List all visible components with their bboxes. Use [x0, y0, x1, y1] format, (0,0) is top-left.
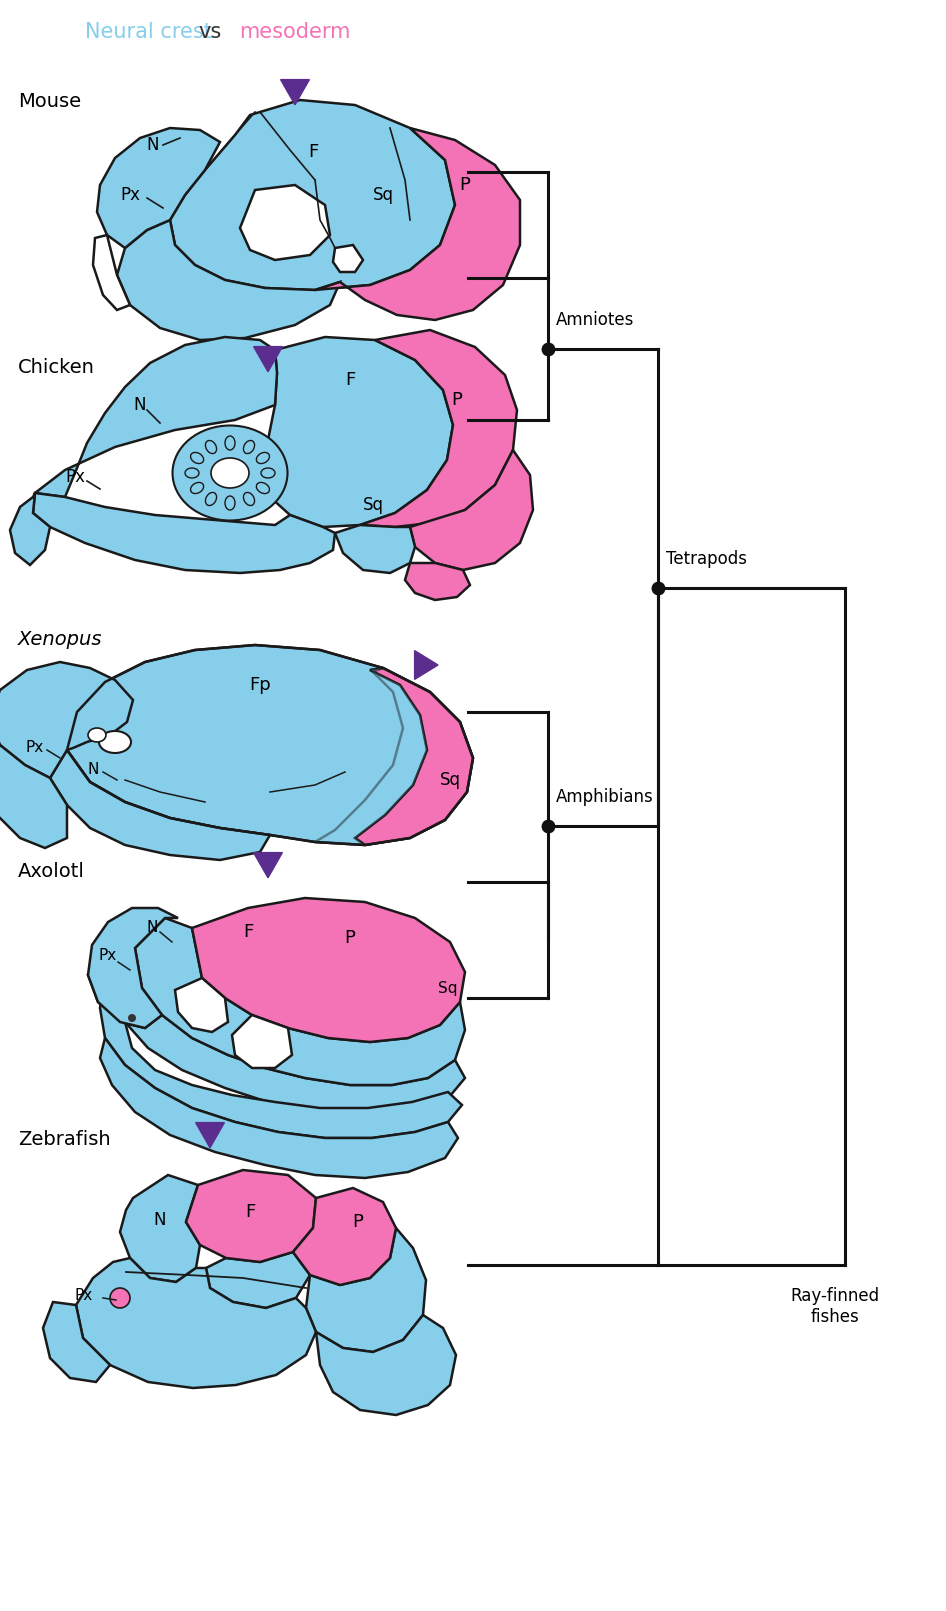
- Polygon shape: [414, 651, 438, 680]
- Text: Zebrafish: Zebrafish: [18, 1129, 111, 1149]
- Ellipse shape: [256, 482, 270, 493]
- Text: Amphibians: Amphibians: [556, 788, 654, 806]
- Ellipse shape: [99, 731, 131, 752]
- Ellipse shape: [205, 493, 217, 506]
- Ellipse shape: [185, 469, 199, 478]
- Ellipse shape: [190, 453, 203, 464]
- Polygon shape: [100, 968, 462, 1137]
- Polygon shape: [76, 1258, 316, 1389]
- Text: Neural crest: Neural crest: [84, 23, 212, 42]
- Polygon shape: [117, 221, 340, 340]
- Polygon shape: [206, 1252, 310, 1308]
- Polygon shape: [335, 525, 415, 574]
- Polygon shape: [405, 562, 470, 599]
- Text: mesoderm: mesoderm: [239, 23, 351, 42]
- Ellipse shape: [225, 496, 235, 511]
- Text: Tetrapods: Tetrapods: [666, 549, 747, 567]
- Polygon shape: [93, 235, 130, 309]
- Text: Sq: Sq: [373, 185, 394, 205]
- Text: N: N: [147, 135, 159, 155]
- Text: P: P: [344, 930, 356, 947]
- Polygon shape: [35, 337, 277, 498]
- Circle shape: [110, 1289, 130, 1308]
- Text: N: N: [154, 1211, 166, 1229]
- Text: N: N: [147, 920, 158, 936]
- Polygon shape: [0, 662, 133, 778]
- Polygon shape: [170, 100, 455, 290]
- Text: Ray-finned
fishes: Ray-finned fishes: [791, 1287, 880, 1326]
- Polygon shape: [254, 346, 283, 372]
- Ellipse shape: [88, 728, 106, 743]
- Polygon shape: [88, 909, 178, 1028]
- Polygon shape: [254, 852, 283, 878]
- Polygon shape: [135, 918, 465, 1084]
- Text: Px: Px: [99, 947, 117, 962]
- Polygon shape: [263, 337, 453, 527]
- Polygon shape: [43, 1302, 110, 1382]
- Text: Mouse: Mouse: [18, 92, 81, 111]
- Text: F: F: [245, 1203, 255, 1221]
- Ellipse shape: [256, 453, 270, 464]
- Polygon shape: [97, 127, 220, 248]
- Polygon shape: [333, 245, 363, 272]
- Polygon shape: [306, 1228, 426, 1352]
- Circle shape: [128, 1013, 136, 1021]
- Text: Amniotes: Amniotes: [556, 311, 635, 329]
- Polygon shape: [33, 493, 335, 574]
- Polygon shape: [293, 1187, 396, 1286]
- Polygon shape: [410, 449, 533, 570]
- Polygon shape: [232, 1015, 292, 1068]
- Text: Px: Px: [75, 1287, 93, 1303]
- Text: F: F: [307, 143, 318, 161]
- Ellipse shape: [225, 437, 235, 449]
- Text: Fp: Fp: [249, 677, 271, 694]
- Polygon shape: [240, 185, 330, 259]
- Polygon shape: [196, 1123, 224, 1147]
- Ellipse shape: [190, 482, 203, 493]
- Polygon shape: [10, 493, 50, 565]
- Polygon shape: [67, 644, 473, 846]
- Ellipse shape: [172, 425, 288, 520]
- Polygon shape: [355, 669, 473, 846]
- Ellipse shape: [261, 469, 275, 478]
- Text: Chicken: Chicken: [18, 358, 95, 377]
- Polygon shape: [315, 669, 427, 846]
- Text: vs: vs: [199, 23, 221, 42]
- Text: N: N: [87, 762, 98, 778]
- Polygon shape: [88, 968, 465, 1115]
- Text: Px: Px: [26, 741, 44, 756]
- Text: Xenopus: Xenopus: [18, 630, 102, 649]
- Text: Axolotl: Axolotl: [18, 862, 85, 881]
- Text: P: P: [353, 1213, 363, 1231]
- Polygon shape: [100, 1037, 458, 1178]
- Polygon shape: [360, 330, 517, 527]
- Text: Sq: Sq: [438, 981, 458, 996]
- Text: Sq: Sq: [362, 496, 383, 514]
- Text: Px: Px: [65, 469, 85, 487]
- Polygon shape: [315, 127, 520, 321]
- Text: Sq: Sq: [440, 772, 461, 789]
- Text: F: F: [345, 371, 355, 388]
- Ellipse shape: [211, 458, 249, 488]
- Polygon shape: [281, 79, 309, 105]
- Polygon shape: [192, 897, 465, 1042]
- Polygon shape: [175, 978, 228, 1033]
- Ellipse shape: [243, 440, 254, 454]
- Polygon shape: [50, 751, 270, 860]
- Text: Px: Px: [120, 185, 140, 205]
- Text: P: P: [451, 391, 463, 409]
- Polygon shape: [316, 1315, 456, 1414]
- Text: N: N: [133, 396, 147, 414]
- Polygon shape: [120, 1174, 200, 1282]
- Text: P: P: [460, 176, 470, 193]
- Ellipse shape: [243, 493, 254, 506]
- Polygon shape: [186, 1170, 316, 1261]
- Text: F: F: [243, 923, 254, 941]
- Polygon shape: [0, 744, 67, 847]
- Ellipse shape: [205, 440, 217, 454]
